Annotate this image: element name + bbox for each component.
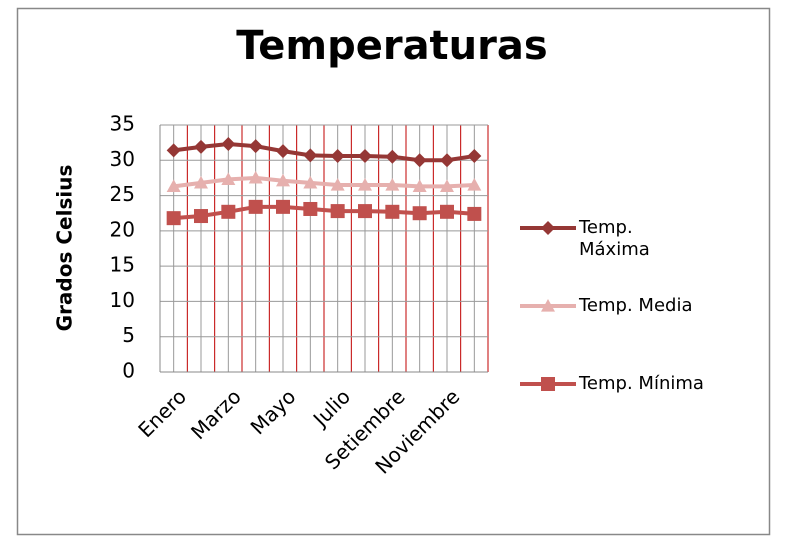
data-point bbox=[467, 149, 482, 164]
data-point bbox=[221, 172, 236, 185]
data-point bbox=[330, 149, 345, 164]
data-point bbox=[248, 199, 263, 214]
y-tick-label: 30 bbox=[110, 147, 135, 171]
data-point bbox=[412, 179, 427, 192]
y-tick-label: 35 bbox=[110, 112, 135, 136]
data-point bbox=[194, 209, 208, 224]
data-point bbox=[467, 206, 482, 221]
legend-marker bbox=[541, 377, 555, 391]
y-tick-label: 25 bbox=[110, 182, 135, 206]
data-point bbox=[276, 173, 290, 187]
y-axis-label: Grados Celsius bbox=[53, 165, 77, 332]
data-point bbox=[385, 204, 400, 219]
data-point bbox=[248, 139, 263, 154]
series-line bbox=[173, 175, 475, 189]
data-point bbox=[412, 206, 427, 221]
data-point bbox=[276, 144, 290, 159]
data-point bbox=[440, 204, 454, 219]
y-tick-label: 0 bbox=[122, 359, 135, 383]
data-point bbox=[303, 148, 318, 163]
data-point bbox=[166, 179, 181, 192]
data-point bbox=[385, 149, 400, 164]
data-point bbox=[194, 139, 208, 154]
data-point bbox=[221, 137, 236, 152]
data-point bbox=[330, 177, 345, 191]
legend-label: Temp. Media bbox=[579, 295, 693, 316]
y-tick-label: 5 bbox=[122, 323, 135, 347]
data-point bbox=[166, 211, 181, 226]
data-point bbox=[221, 204, 236, 219]
data-point bbox=[358, 177, 372, 191]
data-point bbox=[358, 149, 372, 164]
legend-marker bbox=[541, 221, 555, 235]
data-point bbox=[166, 143, 181, 158]
legend-marker bbox=[541, 299, 555, 312]
chart-border bbox=[16, 7, 771, 536]
legend-label: Temp. Mínima bbox=[579, 373, 704, 394]
chart-title: Temperaturas bbox=[236, 23, 547, 69]
data-point bbox=[276, 199, 290, 214]
data-point bbox=[412, 153, 427, 168]
y-tick-label: 15 bbox=[110, 253, 135, 277]
data-point bbox=[385, 177, 400, 191]
data-point bbox=[330, 204, 345, 219]
data-point bbox=[303, 201, 318, 216]
data-point bbox=[440, 153, 454, 168]
data-point bbox=[440, 179, 454, 192]
data-point bbox=[467, 177, 482, 191]
data-point bbox=[303, 175, 318, 189]
data-point bbox=[248, 170, 263, 184]
data-point bbox=[358, 204, 372, 219]
y-tick-label: 10 bbox=[110, 288, 135, 312]
y-tick-label: 20 bbox=[110, 217, 135, 241]
data-point bbox=[194, 175, 208, 189]
legend-label: Temp. Máxima bbox=[579, 217, 650, 260]
